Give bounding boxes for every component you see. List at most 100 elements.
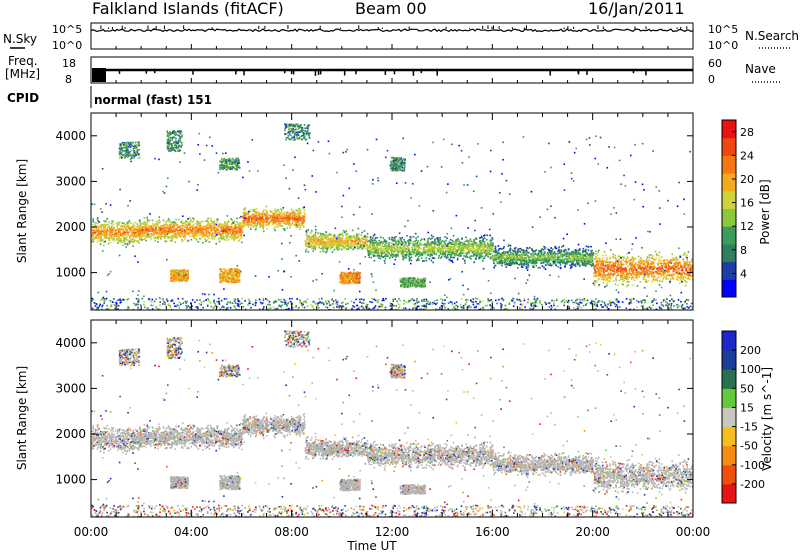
power-cell xyxy=(397,241,399,243)
power-cell xyxy=(480,256,482,259)
power-cell xyxy=(401,241,404,244)
power-cell xyxy=(197,222,200,224)
power-cell xyxy=(492,250,495,253)
power-cell xyxy=(302,217,305,220)
power-cell xyxy=(450,252,452,255)
power-cell xyxy=(220,223,222,225)
power-cell xyxy=(280,214,282,216)
power-cell xyxy=(501,256,504,259)
power-cell xyxy=(171,221,174,224)
power-cell xyxy=(300,219,303,222)
noise-strip-trace xyxy=(90,25,694,49)
power-cell xyxy=(258,221,261,224)
power-cell xyxy=(334,235,336,238)
power-cell xyxy=(244,212,246,215)
power-cell xyxy=(155,220,158,223)
power-cell xyxy=(174,236,177,239)
power-cell xyxy=(375,246,378,248)
power-cell xyxy=(259,223,261,225)
power-cell xyxy=(407,247,410,249)
power-cell xyxy=(466,252,468,254)
power-cell xyxy=(340,248,343,251)
power-cell xyxy=(423,259,426,262)
power-cell xyxy=(383,239,386,241)
power-cell xyxy=(183,222,186,224)
power-cell xyxy=(387,248,389,250)
power-cell xyxy=(532,250,535,253)
power-cell xyxy=(438,242,441,244)
power-cell xyxy=(257,212,259,214)
power-cell xyxy=(506,254,509,256)
power-cell xyxy=(357,246,360,248)
power-cell xyxy=(173,224,175,226)
power-cell xyxy=(197,231,199,233)
power-cell xyxy=(415,253,418,255)
power-cell xyxy=(478,257,480,260)
power-cell xyxy=(171,231,174,233)
power-cell xyxy=(526,266,529,269)
power-cell xyxy=(250,218,253,220)
power-cell xyxy=(322,245,324,247)
power-cell xyxy=(127,227,129,230)
power-cell xyxy=(409,257,411,259)
power-cell xyxy=(384,246,387,249)
power-cell xyxy=(99,226,101,228)
power-cell xyxy=(449,249,452,251)
power-cell xyxy=(174,229,176,232)
power-cell xyxy=(417,240,419,242)
power-cell xyxy=(272,223,275,225)
power-cell xyxy=(102,233,104,235)
power-cell xyxy=(257,219,260,222)
power-cell xyxy=(465,247,468,249)
power-cell xyxy=(301,221,304,224)
power-cell xyxy=(222,237,225,240)
power-cell xyxy=(180,231,183,234)
power-cell xyxy=(194,230,197,233)
power-cell xyxy=(508,264,511,267)
frequency-dot xyxy=(393,71,396,75)
power-cell xyxy=(308,239,311,242)
power-cell xyxy=(130,228,133,230)
power-cell xyxy=(351,245,353,247)
power-cell xyxy=(217,218,219,221)
power-cell xyxy=(534,250,537,252)
power-cell xyxy=(374,249,376,252)
power-cell xyxy=(180,235,183,237)
power-cell xyxy=(414,249,416,251)
power-cell xyxy=(313,240,315,242)
power-cell xyxy=(347,242,350,245)
power-cell xyxy=(225,236,227,238)
power-cell xyxy=(103,223,106,226)
power-cell xyxy=(124,228,127,230)
power-cell xyxy=(145,228,147,231)
power-cell xyxy=(550,251,553,253)
power-cell xyxy=(458,240,461,243)
power-cell xyxy=(317,232,320,234)
power-cell xyxy=(340,239,342,241)
power-cell xyxy=(228,227,230,229)
power-cell xyxy=(122,229,125,232)
power-cell xyxy=(452,243,455,246)
power-cell xyxy=(99,233,101,236)
power-cell xyxy=(425,245,427,248)
power-cell xyxy=(254,215,256,218)
power-cell xyxy=(111,221,114,224)
power-cell xyxy=(97,227,100,229)
power-cell xyxy=(297,226,299,228)
power-cell xyxy=(165,223,167,226)
power-cell xyxy=(409,253,412,255)
power-cell xyxy=(462,247,464,249)
power-cell xyxy=(362,240,364,243)
power-cell xyxy=(302,222,305,225)
power-cell xyxy=(436,238,439,241)
power-cell xyxy=(126,226,128,228)
power-cell xyxy=(199,238,202,240)
power-cell xyxy=(126,229,128,232)
power-cell xyxy=(96,218,99,220)
power-cell xyxy=(99,240,102,243)
power-cell xyxy=(478,256,481,258)
power-cell xyxy=(322,242,324,245)
power-cell xyxy=(192,217,194,220)
power-cell xyxy=(135,239,137,242)
power-cell xyxy=(175,234,178,236)
